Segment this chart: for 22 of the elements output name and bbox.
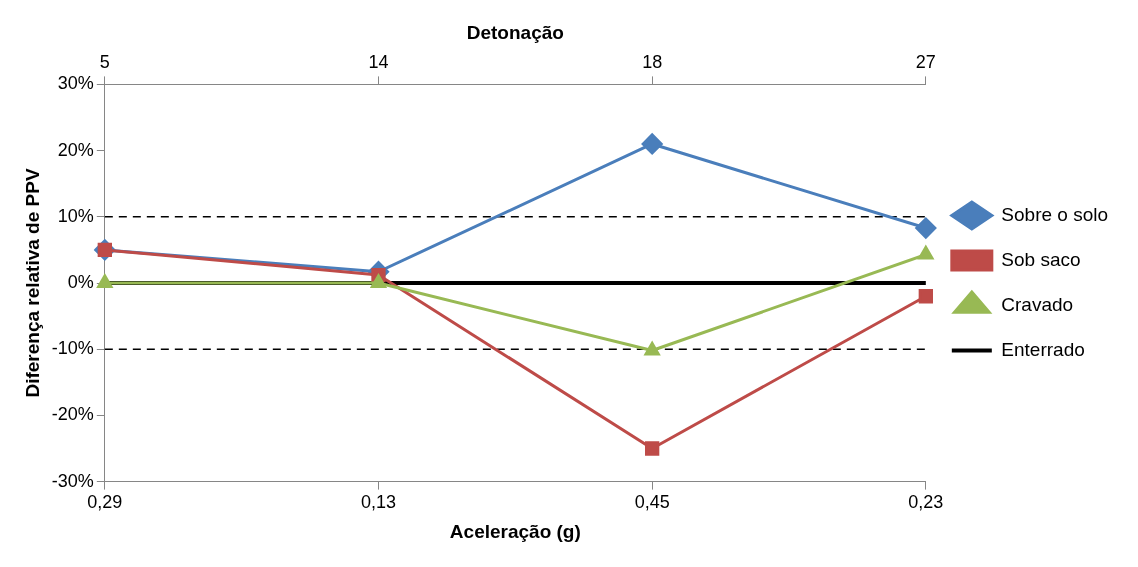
x-tick-label: 0,29 — [87, 492, 123, 513]
legend-label: Cravado — [1001, 293, 1074, 315]
text: 18 — [642, 51, 663, 72]
text: 14 — [368, 51, 389, 72]
y-tick-label: 10% — [57, 205, 94, 226]
legend-label: Sob saco — [1001, 248, 1081, 270]
x-tick-label: 0,23 — [908, 492, 944, 513]
text: 5 — [99, 51, 110, 72]
x-tick-label: 0,13 — [360, 492, 397, 513]
y-tick-label: 20% — [57, 139, 94, 160]
legend-label: Sobre o solo — [1001, 203, 1109, 225]
text: 27 — [915, 51, 936, 72]
y-tick-label: -20% — [51, 404, 94, 425]
y-axis-title: Diferença relativa de PPV — [21, 168, 43, 398]
x2-axis-title: Detonação — [466, 21, 564, 43]
y-tick-label: -30% — [51, 470, 94, 491]
legend-label: Enterrado — [1001, 338, 1085, 360]
x-tick-label: 0,45 — [634, 492, 670, 513]
y-tick-label: 0% — [67, 271, 94, 292]
y-tick-label: -10% — [51, 338, 94, 359]
y-tick-label: 30% — [57, 73, 94, 94]
x-axis-title: Aceleração (g) — [449, 520, 581, 542]
